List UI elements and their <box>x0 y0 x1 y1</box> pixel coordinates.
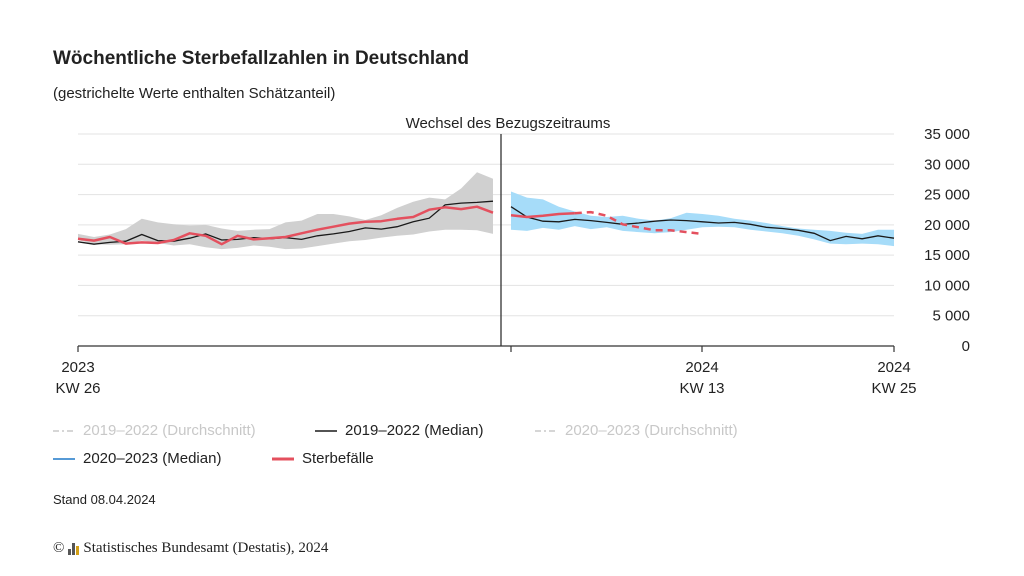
deaths-line-2024 <box>510 212 575 219</box>
x-tick-label-week: KW 13 <box>679 380 724 397</box>
y-tick-label: 10 000 <box>924 277 970 294</box>
copyright-symbol: © <box>53 540 65 556</box>
data-date-note: Stand 08.04.2024 <box>53 492 156 507</box>
period-change-annotation: Wechsel des Bezugszeitraums <box>406 115 611 132</box>
y-tick-label: 0 <box>962 338 970 355</box>
chart-area: 35 000 30 000 25 000 20 000 15 000 10 000 5 00… <box>55 115 970 397</box>
chart-subtitle: (gestrichelte Werte enthalten Schätzante… <box>53 85 336 102</box>
chart-title: Wöchentliche Sterbefallzahlen in Deutsch… <box>53 48 469 69</box>
deaths-line-2023 <box>77 205 494 246</box>
legend-item-2020-2023-avg: 2020–2023 (Durchschnitt) <box>535 422 738 439</box>
blue-line-icon <box>53 457 75 460</box>
y-tick-label: 15 000 <box>924 247 970 264</box>
destatis-logo-icon <box>68 542 80 555</box>
median-line-2020-2023 <box>510 206 895 242</box>
legend-item-2019-2022-avg: 2019–2022 (Durchschnitt) <box>53 422 256 439</box>
red-line-icon <box>272 457 294 460</box>
x-tick-label-year: 2024 <box>877 359 910 376</box>
dashdot-line-icon <box>535 429 557 432</box>
axes: 35 000 30 000 25 000 20 000 15 000 10 000 5 00… <box>55 126 970 397</box>
legend-label: 2020–2023 (Durchschnitt) <box>565 422 738 439</box>
source-credit: © Statistisches Bundesamt (Destatis), 20… <box>53 540 328 557</box>
legend-label: 2019–2022 (Durchschnitt) <box>83 422 256 439</box>
y-tick-label: 30 000 <box>924 156 970 173</box>
x-tick-label-year: 2024 <box>685 359 718 376</box>
y-tick-label: 25 000 <box>924 187 970 204</box>
series-lines <box>77 200 895 246</box>
y-tick-label: 35 000 <box>924 126 970 143</box>
range-bands <box>78 172 894 250</box>
x-tick-label-year: 2023 <box>61 359 94 376</box>
x-tick-label-week: KW 26 <box>55 380 100 397</box>
y-tick-label: 20 000 <box>924 217 970 234</box>
source-text: Statistisches Bundesamt (Destatis), 2024 <box>83 540 329 556</box>
range-band-2019-2022 <box>78 172 493 250</box>
legend-label: Sterbefälle <box>302 450 374 467</box>
y-tick-label: 5 000 <box>932 308 970 325</box>
grid-lines <box>78 133 894 317</box>
dashdot-line-icon <box>53 429 75 432</box>
x-tick-label-week: KW 25 <box>871 380 916 397</box>
legend-item-deaths: Sterbefälle <box>272 450 374 467</box>
legend-item-2019-2022-median: 2019–2022 (Median) <box>315 422 483 439</box>
deaths-line-2024-estimated <box>574 210 703 236</box>
legend-label: 2019–2022 (Median) <box>345 422 484 439</box>
legend-item-2020-2023-median: 2020–2023 (Median) <box>53 450 221 467</box>
black-line-icon <box>315 429 337 432</box>
legend-label: 2020–2023 (Median) <box>83 450 222 467</box>
range-band-2020-2023 <box>511 191 894 247</box>
